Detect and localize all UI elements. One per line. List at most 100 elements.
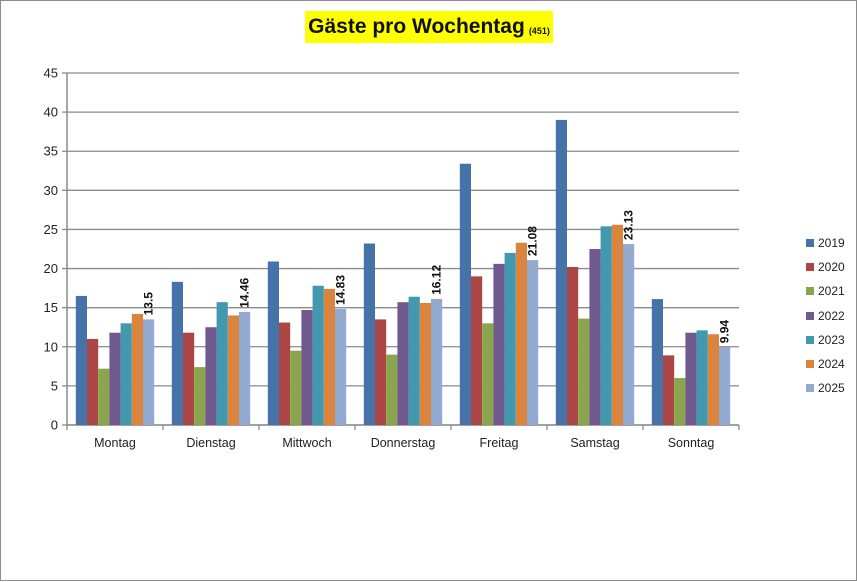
legend-label: 2020 [818,260,845,275]
legend-item-2020: 2020 [806,255,845,279]
legend-swatch-icon [806,360,814,369]
bar-2022-montag [109,332,121,425]
y-tick-label: 30 [44,183,58,198]
x-category-label: Freitag [480,436,519,450]
bar-2024-samstag [611,224,623,425]
bar-2022-samstag [589,249,601,425]
data-label: 23.13 [622,210,636,240]
legend-label: 2022 [818,308,845,323]
x-category-label: Montag [94,436,136,450]
legend-item-2023: 2023 [806,328,845,352]
legend-item-2025: 2025 [806,376,845,400]
data-label: 21.08 [526,226,540,256]
bar-2024-mittwoch [323,288,335,425]
legend-swatch-icon [806,384,814,393]
x-category-label: Dienstag [186,436,235,450]
chart-title-main: Gäste pro Wochentag [308,15,525,38]
legend-swatch-icon [806,311,814,320]
y-tick-label: 40 [44,105,58,120]
legend-swatch-icon [806,263,814,272]
bar-2021-dienstag [194,367,206,425]
bar-2019-sonntag [651,299,663,425]
legend-label: 2019 [818,236,845,251]
bar-2022-donnerstag [397,302,409,425]
x-category-label: Mittwoch [282,436,331,450]
x-category-label: Donnerstag [371,436,436,450]
bar-2021-donnerstag [386,354,398,425]
legend-swatch-icon [806,239,814,248]
bar-2025-dienstag [239,311,251,425]
data-label: 14.83 [334,275,348,305]
legend-label: 2024 [818,357,845,372]
bar-2025-mittwoch [335,308,347,425]
data-label: 14.46 [238,278,252,308]
bar-2019-donnerstag [363,243,375,425]
bar-2020-donnerstag [375,319,387,425]
bar-2025-freitag [527,260,539,425]
chart-title: Gäste pro Wochentag (451) [305,11,553,43]
legend-swatch-icon [806,335,814,344]
legend-item-2021: 2021 [806,279,845,303]
bar-2023-montag [120,323,132,425]
bar-2021-freitag [482,323,494,425]
bar-2019-dienstag [171,281,183,425]
y-tick-label: 20 [44,261,58,276]
legend-label: 2025 [818,381,845,396]
bar-2019-mittwoch [267,261,279,425]
bar-2021-montag [98,368,110,425]
chart-title-count: (451) [528,26,550,36]
legend-label: 2021 [818,284,845,299]
y-tick-label: 45 [44,66,58,81]
bar-2023-donnerstag [408,296,420,425]
x-category-label: Sonntag [668,436,715,450]
legend-item-2019: 2019 [806,231,845,255]
bar-2020-mittwoch [279,322,291,425]
legend-swatch-icon [806,287,814,296]
bar-2019-samstag [555,119,567,425]
legend-label: 2023 [818,332,845,347]
bar-2022-dienstag [205,327,217,425]
bar-2021-mittwoch [290,350,302,425]
y-tick-label: 35 [44,144,58,159]
bar-2021-sonntag [674,378,686,425]
bar-2019-freitag [459,163,471,425]
data-label: 9.94 [718,320,732,344]
bar-2023-mittwoch [312,285,324,425]
bar-2024-donnerstag [419,302,431,425]
legend-item-2024: 2024 [806,352,845,376]
bar-2024-dienstag [227,315,239,425]
bar-2025-donnerstag [431,298,443,425]
bar-2024-sonntag [707,334,719,425]
bar-2019-montag [75,295,87,425]
bar-2024-freitag [515,242,527,425]
data-label: 13.5 [142,292,156,316]
x-category-label: Samstag [570,436,619,450]
bar-2023-samstag [600,226,612,425]
y-tick-label: 10 [44,339,58,354]
bar-2020-montag [87,338,99,425]
chart-legend: 2019 2020 2021 2022 2023 2024 2025 [806,231,845,400]
legend-item-2022: 2022 [806,304,845,328]
bar-2023-dienstag [216,302,228,425]
bar-2023-freitag [504,252,516,425]
bar-2023-sonntag [696,330,708,425]
y-tick-label: 5 [51,378,58,393]
bar-2025-montag [143,319,155,425]
bar-2022-mittwoch [301,310,313,425]
bar-2020-samstag [567,266,579,425]
y-tick-label: 0 [51,418,58,433]
y-tick-label: 15 [44,300,58,315]
bar-2025-sonntag [719,347,731,425]
bar-2020-dienstag [183,332,195,425]
bar-2024-montag [131,313,143,425]
bar-2022-freitag [493,263,505,425]
bar-2022-sonntag [685,332,697,425]
bar-2020-freitag [471,276,483,425]
bar-2025-samstag [623,244,635,425]
data-label: 16.12 [430,265,444,295]
y-tick-label: 25 [44,222,58,237]
bar-2021-samstag [578,318,590,425]
bar-2020-sonntag [663,355,675,425]
